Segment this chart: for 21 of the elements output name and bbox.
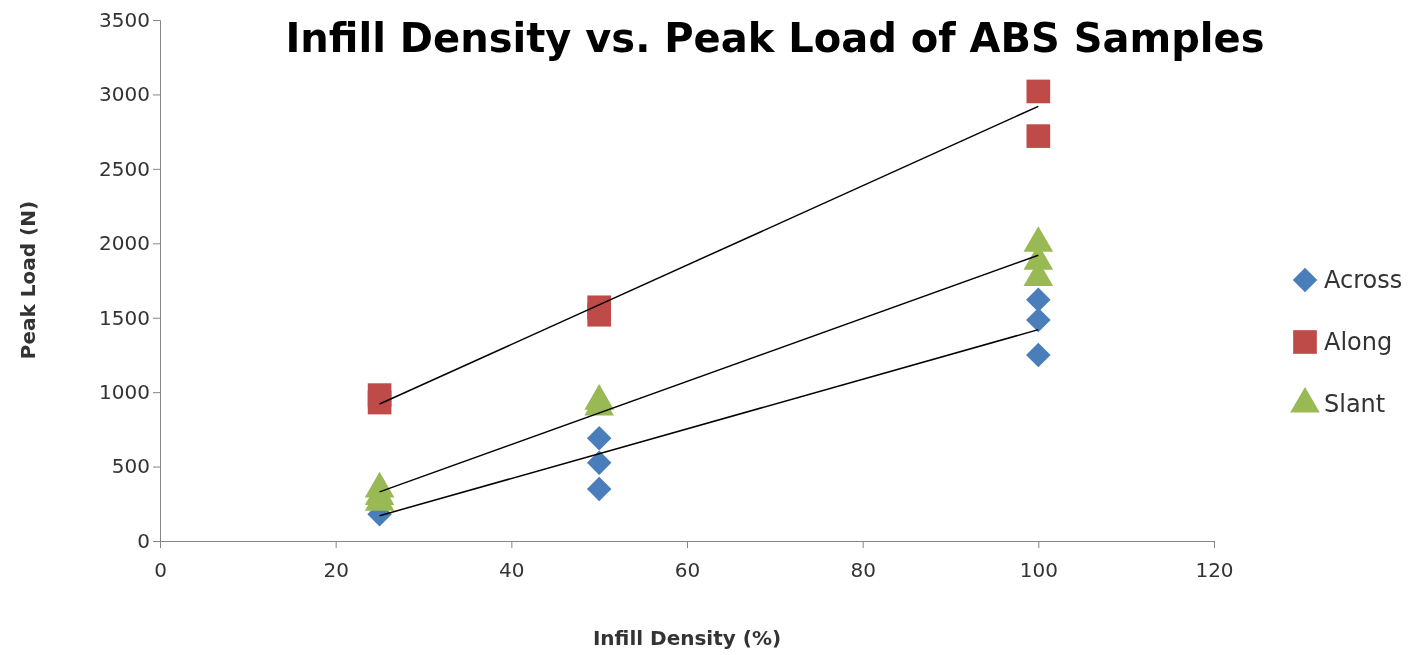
x-tick-label: 20 bbox=[323, 558, 349, 582]
x-tick-label: 60 bbox=[674, 558, 701, 582]
x-tick-label: 100 bbox=[1019, 558, 1058, 582]
y-tick-label: 2000 bbox=[99, 231, 150, 256]
y-tick-label: 1000 bbox=[99, 380, 150, 405]
y-tick-label: 0 bbox=[137, 528, 150, 553]
legend-label: Across bbox=[1324, 266, 1403, 294]
x-tick-label: 40 bbox=[499, 558, 525, 582]
legend-label: Along bbox=[1324, 328, 1393, 356]
y-axis-title: Peak Load (N) bbox=[16, 200, 40, 360]
y-tick-label: 3000 bbox=[99, 82, 150, 107]
chart-title: Infill Density vs. Peak Load of ABS Samples bbox=[285, 15, 1265, 61]
x-tick-label: 0 bbox=[154, 558, 167, 582]
x-axis-title: Infill Density (%) bbox=[592, 626, 782, 650]
x-tick-label: 120 bbox=[1195, 558, 1234, 582]
x-tick-label: 80 bbox=[850, 558, 876, 582]
y-tick-label: 2500 bbox=[99, 156, 150, 181]
y-tick-label: 1500 bbox=[99, 305, 150, 330]
y-tick-label: 3500 bbox=[99, 7, 150, 32]
legend-label: Slant bbox=[1324, 390, 1386, 418]
y-tick-label: 500 bbox=[111, 454, 150, 479]
